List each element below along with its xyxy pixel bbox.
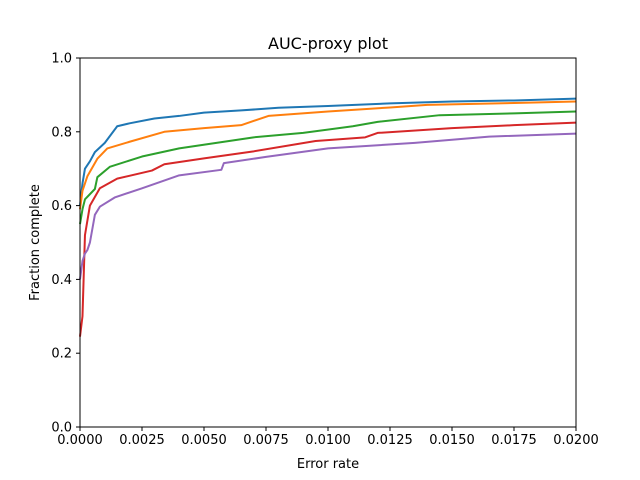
y-tick-label: 0.2	[51, 347, 72, 362]
series-line-4	[79, 121, 577, 337]
x-axis-ticks: 0.0000 0.0025 0.0050 0.0075 0.0100 0.0125 0.01…	[57, 427, 599, 448]
x-tick-label: 0.0075	[243, 433, 289, 448]
x-tick-label: 0.0200	[553, 433, 599, 448]
y-tick-label: 0.4	[51, 273, 72, 288]
y-tick-label: 0.0	[51, 421, 72, 436]
series-line-2	[79, 100, 577, 210]
x-tick-label: 0.0100	[305, 433, 351, 448]
y-tick-label: 0.6	[51, 199, 72, 214]
series-line-1	[79, 97, 577, 206]
y-axis-label: Fraction complete	[28, 184, 43, 301]
x-tick-label: 0.0175	[491, 433, 537, 448]
x-tick-label: 0.0150	[429, 433, 475, 448]
x-tick-label: 0.0125	[367, 433, 413, 448]
x-tick-label: 0.0000	[57, 433, 103, 448]
y-tick-label: 1.0	[51, 52, 72, 67]
plot-lines	[79, 97, 577, 337]
series-line-5	[79, 132, 577, 280]
y-tick-label: 0.8	[51, 125, 72, 140]
x-tick-label: 0.0050	[181, 433, 227, 448]
x-axis-label: Error rate	[297, 457, 359, 472]
y-axis-ticks: 0.0 0.2 0.4 0.6 0.8 1.0	[51, 52, 80, 436]
series-line-3	[79, 110, 577, 225]
x-tick-label: 0.0025	[119, 433, 165, 448]
chart-title: AUC-proxy plot	[268, 34, 388, 53]
